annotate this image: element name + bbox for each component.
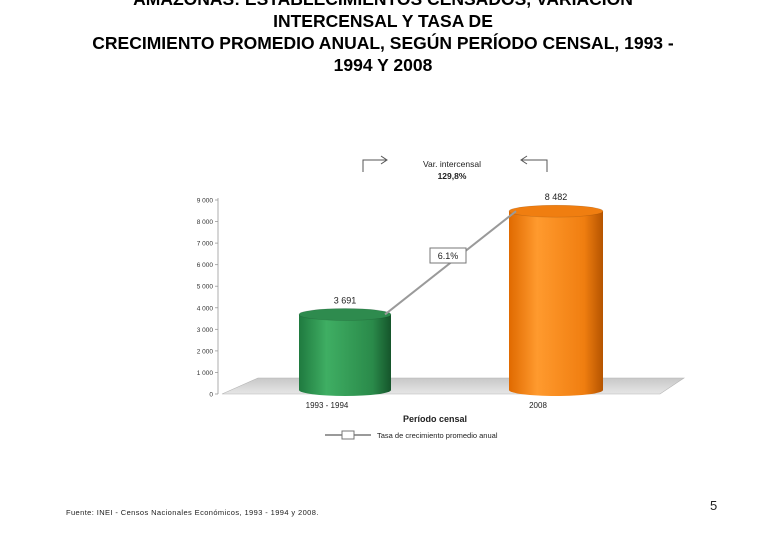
growth-rate-label: 6.1% [438,251,459,261]
bar-top-0 [298,308,392,321]
y-tick-label: 4 000 [197,305,214,312]
y-tick-label: 0 [209,392,213,399]
x-tick-label: 2008 [529,401,547,410]
page-number: 5 [710,498,718,513]
legend-label: Tasa de crecimiento promedio anual [377,431,498,440]
growth-rate-box [429,247,467,264]
bar-value-label: 3 691 [334,295,357,305]
chart-floor [221,377,685,395]
x-tick-label: 1993 - 1994 [306,401,349,410]
y-tick-label: 5 000 [197,284,214,291]
y-tick-label: 3 000 [197,327,214,334]
variation-arrow-right [522,159,548,172]
y-tick-label: 7 000 [197,241,214,248]
y-tick-label: 9 000 [197,198,214,205]
y-tick-label: 8 000 [197,219,214,226]
variation-arrowhead-left [380,155,388,165]
variation-value: 129,8% [438,171,467,181]
variation-arrowhead-right [520,155,528,165]
y-tick-label: 2 000 [197,348,214,355]
bar-0 [299,314,391,396]
bar-top-1 [508,204,604,218]
title-line-1: AMAZONAS: ESTABLECIMIENTOS CENSADOS, VAR… [0,0,766,10]
y-tick-label: 1 000 [197,370,214,377]
bar-1 [509,211,603,396]
legend-marker-swatch [341,430,355,440]
chart-title: AMAZONAS: ESTABLECIMIENTOS CENSADOS, VAR… [0,0,766,76]
y-tick-label: 6 000 [197,262,214,269]
variation-title: Var. intercensal [423,159,481,169]
variation-arrow-left [362,159,386,172]
title-line-3: CRECIMIENTO PROMEDIO ANUAL, SEGÚN PERÍOD… [92,33,674,53]
x-axis-title: Período censal [403,414,467,424]
title-line-4: 1994 Y 2008 [333,55,433,75]
title-line-2: INTERCENSAL Y TASA DE [273,11,493,31]
source-note: Fuente: INEI - Censos Nacionales Económi… [66,508,319,517]
bar-value-label: 8 482 [545,192,568,202]
